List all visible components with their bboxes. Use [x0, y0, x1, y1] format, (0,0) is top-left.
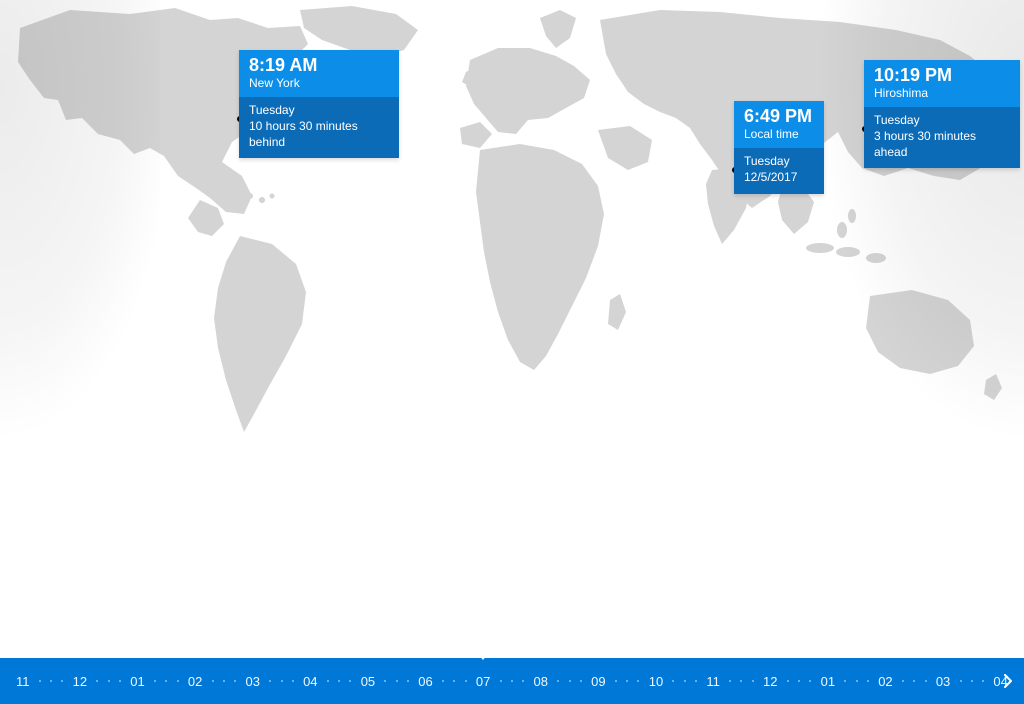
time-slider-hour[interactable]: 11 — [706, 674, 720, 689]
clock-card-newyork[interactable]: 8:19 AM New York Tuesday 10 hours 30 min… — [239, 50, 399, 158]
time-slider-subticks — [202, 658, 245, 704]
time-slider-subticks — [433, 658, 476, 704]
clock-bottom: Tuesday 3 hours 30 minutes ahead — [864, 107, 1020, 168]
clock-top: 8:19 AM New York — [239, 50, 399, 97]
time-slider-subticks — [950, 658, 993, 704]
time-slider-hour[interactable]: 11 — [16, 674, 30, 689]
time-slider[interactable]: 111201020304050607080910111201020304 — [0, 658, 1024, 704]
time-slider-next-button[interactable] — [998, 671, 1018, 691]
clock-city: Local time — [744, 127, 814, 143]
clock-time: 10:19 PM — [874, 66, 1010, 86]
clock-time: 8:19 AM — [249, 56, 389, 76]
clock-top: 6:49 PM Local time — [734, 101, 824, 148]
time-slider-hour[interactable]: 09 — [591, 674, 605, 689]
clock-day: Tuesday — [249, 103, 389, 119]
time-slider-hour[interactable]: 10 — [649, 674, 663, 689]
time-slider-hour[interactable]: 08 — [534, 674, 548, 689]
chevron-right-icon — [1001, 674, 1015, 688]
time-slider-subticks — [87, 658, 130, 704]
world-clock-app: 8:19 AM New York Tuesday 10 hours 30 min… — [0, 0, 1024, 704]
time-slider-subticks — [490, 658, 533, 704]
time-slider-hour[interactable]: 12 — [763, 674, 777, 689]
time-slider-subticks — [145, 658, 188, 704]
clock-city: New York — [249, 76, 389, 92]
time-slider-hour[interactable]: 12 — [73, 674, 87, 689]
time-slider-subticks — [720, 658, 763, 704]
clock-day: Tuesday — [874, 113, 1010, 129]
time-slider-subticks — [835, 658, 878, 704]
time-slider-hour[interactable]: 02 — [878, 674, 892, 689]
clock-bottom: Tuesday 12/5/2017 — [734, 148, 824, 193]
time-slider-subticks — [318, 658, 361, 704]
clock-time: 6:49 PM — [744, 107, 814, 127]
time-slider-hour[interactable]: 03 — [936, 674, 950, 689]
time-slider-subticks — [663, 658, 706, 704]
clock-day: Tuesday — [744, 154, 814, 170]
clock-top: 10:19 PM Hiroshima — [864, 60, 1020, 107]
time-slider-subticks — [30, 658, 73, 704]
time-slider-subticks — [375, 658, 418, 704]
clock-offset: 3 hours 30 minutes ahead — [874, 129, 1010, 160]
time-slider-hour[interactable]: 03 — [245, 674, 259, 689]
time-slider-hours: 111201020304050607080910111201020304 — [0, 658, 1024, 704]
time-slider-subticks — [777, 658, 820, 704]
time-slider-hour[interactable]: 06 — [418, 674, 432, 689]
clock-bottom: Tuesday 10 hours 30 minutes behind — [239, 97, 399, 158]
time-slider-hour[interactable]: 01 — [130, 674, 144, 689]
time-slider-current-marker — [475, 650, 491, 660]
world-map[interactable]: 8:19 AM New York Tuesday 10 hours 30 min… — [0, 0, 1024, 658]
time-slider-hour[interactable]: 01 — [821, 674, 835, 689]
time-slider-hour[interactable]: 02 — [188, 674, 202, 689]
time-slider-subticks — [260, 658, 303, 704]
time-slider-hour[interactable]: 04 — [303, 674, 317, 689]
time-slider-subticks — [548, 658, 591, 704]
time-slider-subticks — [606, 658, 649, 704]
time-slider-subticks — [893, 658, 936, 704]
clock-card-local[interactable]: 6:49 PM Local time Tuesday 12/5/2017 — [734, 101, 824, 194]
clock-offset: 12/5/2017 — [744, 170, 814, 186]
time-slider-hour[interactable]: 05 — [361, 674, 375, 689]
clock-offset: 10 hours 30 minutes behind — [249, 119, 389, 150]
clock-card-hiroshima[interactable]: 10:19 PM Hiroshima Tuesday 3 hours 30 mi… — [864, 60, 1020, 168]
time-slider-hour[interactable]: 07 — [476, 674, 490, 689]
clock-city: Hiroshima — [874, 86, 1010, 102]
